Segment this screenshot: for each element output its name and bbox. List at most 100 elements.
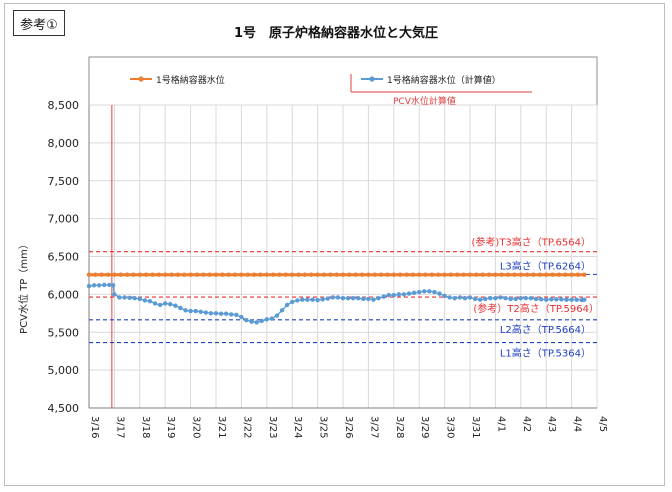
calculated-point (401, 292, 407, 297)
measured-point (169, 272, 174, 277)
measured-point (372, 272, 377, 277)
measured-point (118, 272, 123, 277)
calculated-point (295, 298, 300, 303)
measured-point (429, 272, 435, 277)
measured-point (264, 272, 269, 277)
x-tick-label: 3/31 (470, 416, 481, 438)
x-tick-label: 3/20 (191, 416, 202, 438)
measured-point (404, 272, 409, 277)
measured-point (194, 272, 200, 277)
calculated-point (264, 317, 269, 322)
reference-line-label: (参考）T2高さ（TP.5964） (473, 302, 599, 315)
measured-point (220, 272, 225, 277)
legend-note: PCV水位計算値 (393, 95, 456, 107)
y-tick-label: 8,000 (48, 137, 80, 150)
measured-point (239, 272, 244, 277)
measured-point (156, 272, 162, 277)
calculated-point (442, 293, 447, 299)
calculated-point (208, 311, 214, 316)
calculated-point (406, 291, 412, 296)
reference-line-label: (参考)T3高さ（TP.6564） (472, 236, 591, 249)
measured-point (163, 272, 168, 277)
measured-point (131, 272, 136, 277)
calculated-point (198, 309, 203, 314)
calculated-point (391, 292, 396, 298)
calculated-point (366, 296, 371, 302)
measured-point (486, 272, 492, 277)
calculated-point (498, 295, 503, 300)
calculated-point (533, 296, 539, 302)
x-tick-label: 3/27 (368, 416, 379, 438)
x-tick-label: 3/28 (394, 416, 405, 438)
calculated-point (122, 295, 127, 300)
legend-label-measured: 1号格納容器水位 (156, 74, 225, 86)
calculated-point (432, 289, 437, 295)
calculated-point (582, 297, 587, 302)
x-tick-label: 4/4 (572, 416, 583, 432)
measured-point (582, 272, 587, 277)
measured-point (340, 272, 346, 277)
calculated-point (508, 296, 513, 302)
measured-point (150, 272, 155, 277)
measured-point (512, 272, 517, 277)
calculated-point (564, 297, 569, 302)
measured-point (359, 272, 365, 277)
measured-point (550, 272, 555, 277)
measured-point (347, 272, 352, 277)
measured-point (270, 272, 276, 277)
measured-point (474, 272, 479, 277)
measured-point (537, 272, 543, 277)
calculated-point (462, 295, 468, 301)
y-tick-label: 8,500 (48, 99, 80, 112)
measured-point (258, 272, 263, 277)
calculated-point (350, 295, 356, 301)
measured-point (461, 272, 466, 277)
calculated-point (132, 295, 137, 301)
measured-point (499, 272, 504, 277)
measured-point (391, 272, 396, 277)
measured-point (182, 272, 187, 277)
x-tick-label: 3/22 (241, 416, 252, 438)
chart-title: 1号 原子炉格納容器水位と大気圧 (233, 26, 439, 41)
x-tick-label: 4/3 (546, 416, 557, 432)
calculated-point (483, 296, 488, 302)
measured-point (112, 272, 117, 277)
measured-point (455, 272, 460, 277)
calculated-point (254, 320, 259, 325)
calculated-point (422, 289, 427, 294)
measured-point (137, 272, 142, 277)
measured-point (334, 272, 339, 277)
measured-point (448, 272, 454, 277)
legend-marker-blue (369, 76, 375, 82)
calculated-point (152, 301, 158, 306)
y-tick-label: 7,500 (48, 175, 80, 188)
calculated-point (279, 308, 285, 313)
calculated-point (356, 295, 361, 301)
measured-point (283, 272, 289, 277)
calculated-point (142, 298, 148, 303)
calculated-point (554, 297, 559, 302)
measured-point (99, 272, 104, 277)
measured-point (442, 272, 447, 277)
y-tick-label: 5,000 (48, 364, 80, 377)
x-tick-label: 3/26 (343, 416, 354, 438)
y-axis-title: PCV水位 TP（mm） (17, 239, 30, 334)
measured-point (410, 272, 416, 277)
calculated-point (110, 283, 116, 288)
calculated-point (223, 311, 229, 316)
calculated-point (102, 282, 107, 288)
calculated-point (300, 297, 305, 302)
measured-point (569, 272, 574, 277)
measured-point (531, 272, 536, 277)
calculated-point (173, 303, 178, 308)
calculated-point (305, 297, 310, 302)
x-tick-label: 4/5 (597, 416, 608, 432)
measured-point (563, 272, 568, 277)
reference-badge: 参考① (13, 10, 65, 36)
calculated-point (259, 318, 264, 324)
measured-point (207, 272, 212, 277)
calculated-point (427, 289, 432, 294)
measured-point (505, 272, 511, 277)
y-tick-label: 7,000 (48, 213, 80, 226)
y-tick-label: 5,500 (48, 326, 80, 339)
